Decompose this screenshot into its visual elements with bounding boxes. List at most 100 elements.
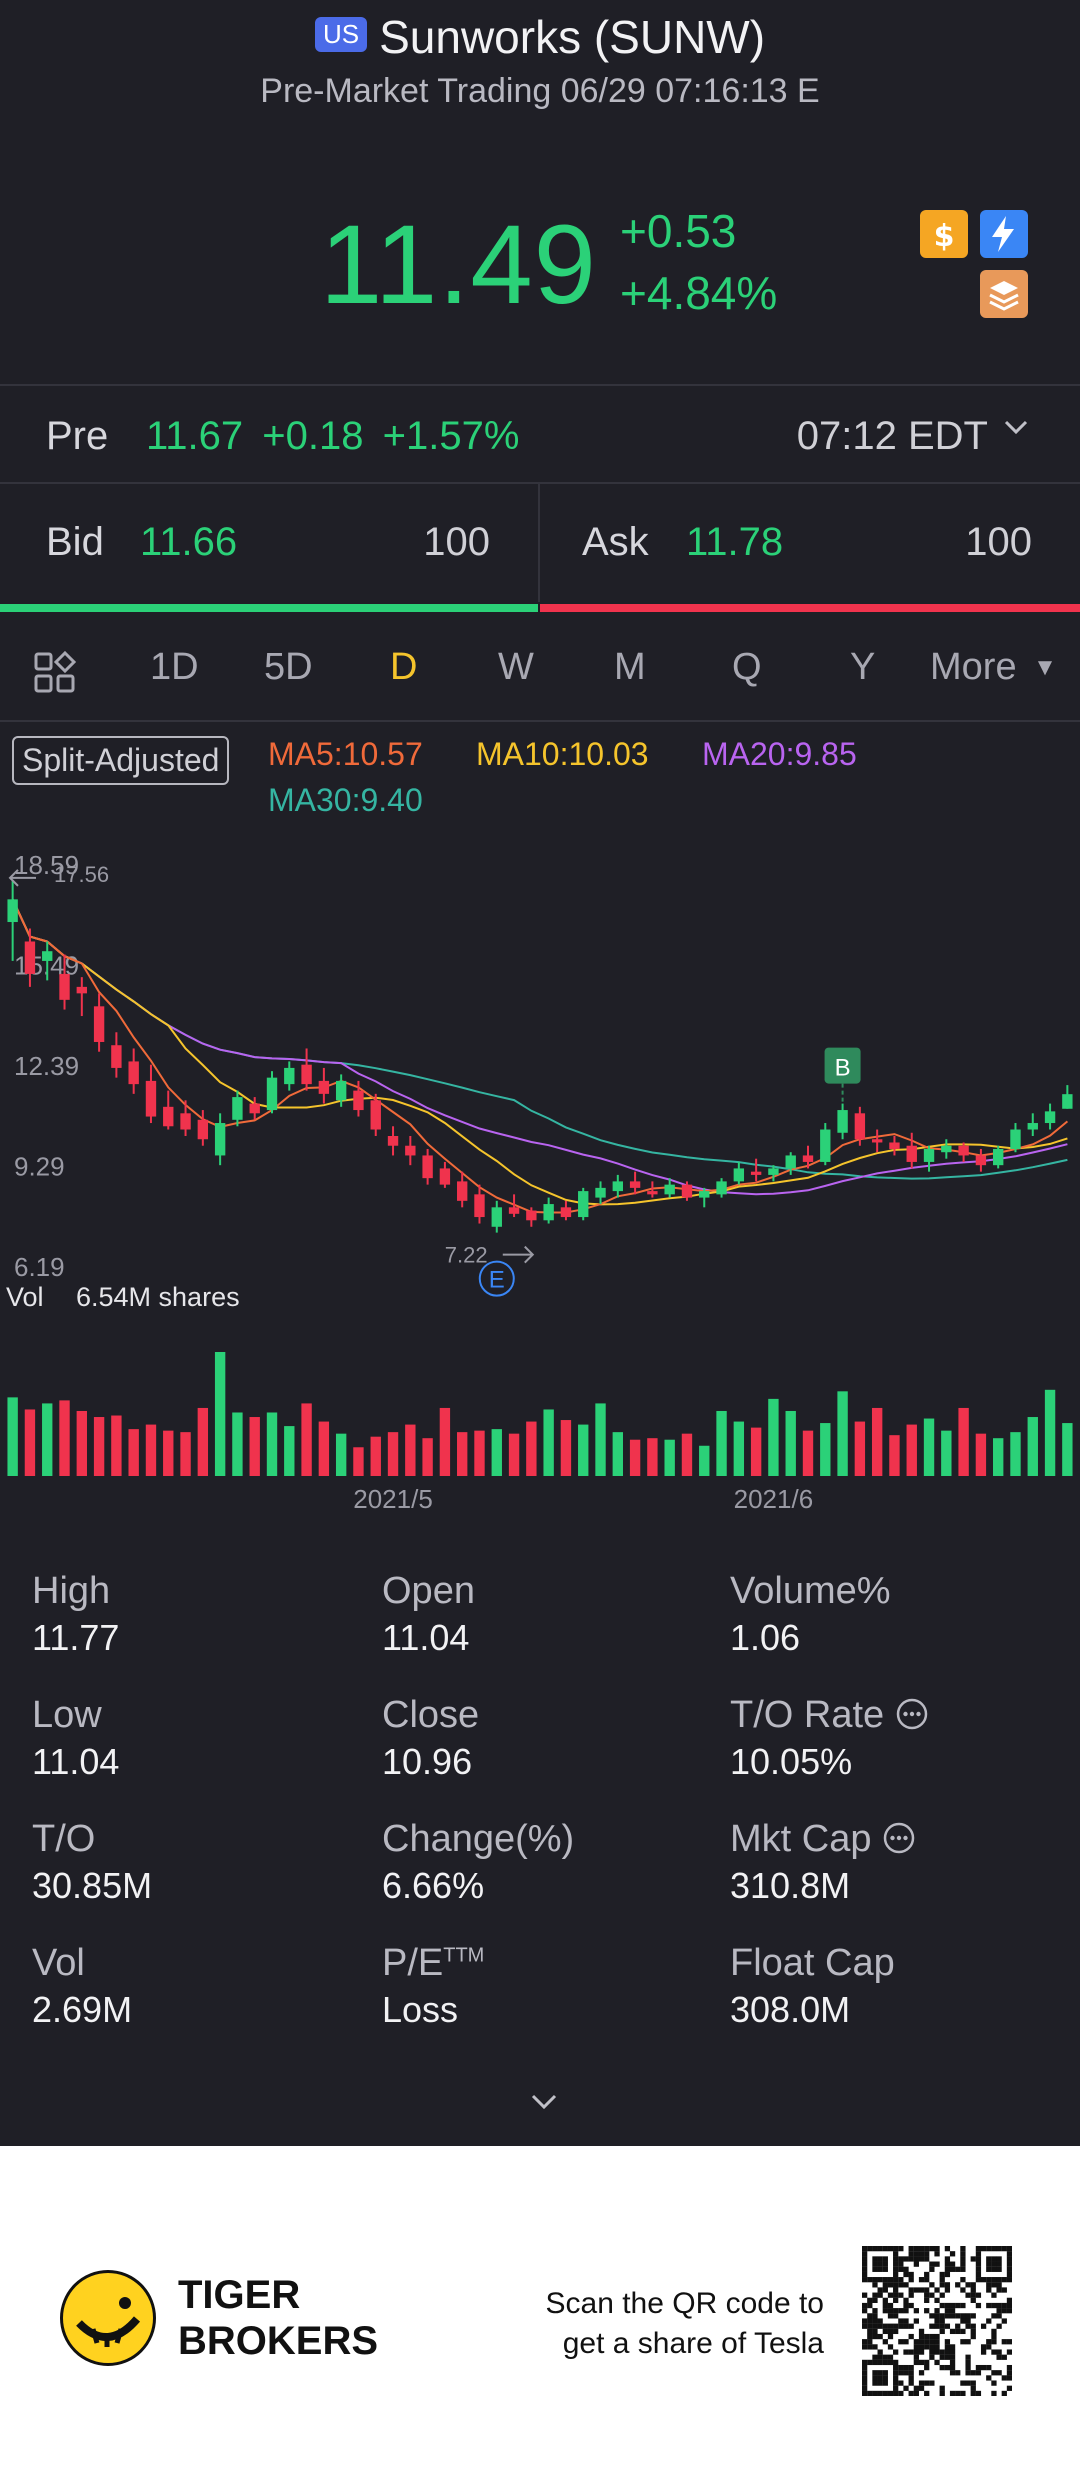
stat-value: 11.04 (382, 1617, 470, 1658)
tab-5d[interactable]: 5D (264, 646, 313, 688)
brand-name: TIGER BROKERS (178, 2272, 378, 2364)
qr-module (924, 2308, 930, 2314)
qr-module (1001, 2339, 1007, 2345)
qr-module (1001, 2390, 1007, 2396)
tab-yearly[interactable]: Y (850, 646, 876, 688)
divider (0, 720, 1080, 722)
split-adjusted-button[interactable]: Split-Adjusted (12, 736, 230, 785)
qr-module (898, 2364, 904, 2371)
qr-module (949, 2354, 956, 2360)
stat-label: Close (382, 1694, 480, 1736)
qr-module (898, 2318, 904, 2324)
price-chart[interactable]: 18.59 15.49 12.39 9.29 6.19 17.56 7.22 E B Vol 6.5… (0, 836, 1080, 1516)
qr-module (862, 2370, 868, 2376)
qr-module (996, 2370, 1002, 2376)
qr-module (862, 2375, 868, 2381)
buy-marker-label: B (835, 1055, 851, 1082)
qr-module (877, 2261, 883, 2267)
qr-module (918, 2380, 925, 2386)
qr-module (934, 2313, 940, 2319)
qr-module (924, 2390, 930, 2396)
expand-stats-chevron-icon[interactable] (528, 2080, 560, 2122)
stack-icon[interactable] (980, 270, 1028, 318)
stock-name: Sunworks (SUNW) (379, 11, 766, 63)
tab-monthly[interactable]: M (614, 646, 646, 688)
qr-module (934, 2297, 940, 2303)
stat-label: P/E (382, 1942, 444, 1984)
stat-label: T/O Rate (730, 1694, 885, 1736)
dollar-icon[interactable]: $ (920, 210, 968, 258)
qr-module (1006, 2271, 1012, 2278)
qr-module (924, 2364, 930, 2371)
volume-bar (24, 1409, 36, 1476)
qr-module (1001, 2354, 1007, 2360)
premarket-price: 11.67 (146, 414, 244, 458)
qr-module (887, 2292, 894, 2298)
y-tick-label: 12.39 (14, 1051, 79, 1081)
lightning-icon[interactable] (980, 210, 1028, 258)
qr-module (913, 2390, 919, 2396)
volume-bar (854, 1421, 866, 1476)
candle-body (612, 1181, 623, 1192)
qr-module (918, 2359, 925, 2366)
qr-module (949, 2364, 956, 2371)
x-tick-label: 2021/5 (353, 1484, 433, 1514)
qr-module (965, 2354, 971, 2360)
qr-module (991, 2256, 997, 2262)
qr-module (877, 2359, 883, 2366)
candle-body (163, 1106, 174, 1127)
tab-weekly[interactable]: W (498, 646, 534, 688)
qr-module (924, 2333, 930, 2340)
qr-module (893, 2292, 899, 2298)
qr-module (882, 2297, 888, 2303)
premarket-label: Pre (46, 414, 109, 458)
volume-bar (59, 1400, 70, 1476)
chevron-down-icon[interactable] (1000, 412, 1032, 452)
tab-daily[interactable]: D (390, 646, 418, 688)
qr-module (934, 2308, 940, 2314)
volume-bar (7, 1397, 18, 1476)
candle-body (664, 1184, 675, 1195)
qr-module (903, 2282, 909, 2288)
qr-module (986, 2339, 992, 2345)
qr-module (965, 2313, 971, 2319)
qr-module (877, 2318, 883, 2324)
qr-module (872, 2297, 878, 2303)
qr-module (862, 2256, 868, 2262)
qr-module (893, 2370, 899, 2376)
volume-bar (612, 1432, 623, 1476)
qr-module (882, 2375, 888, 2381)
volume-bar (716, 1410, 727, 1476)
qr-module (867, 2344, 873, 2350)
candle-body (93, 1006, 105, 1042)
bid-ask-row: Bid 11.66 100 Ask 11.78 100 (0, 484, 1080, 602)
qr-module (862, 2266, 868, 2272)
tab-1d[interactable]: 1D (150, 646, 199, 688)
qr-module (965, 2292, 971, 2298)
y-tick-label: 9.29 (14, 1152, 65, 1182)
qr-module (862, 2364, 868, 2371)
qr-module (908, 2287, 914, 2293)
qr-module (908, 2251, 914, 2257)
qr-module (924, 2339, 930, 2345)
qr-module (934, 2251, 940, 2257)
more-info-icon[interactable] (895, 1694, 929, 1736)
tab-more[interactable]: More ▼ (930, 646, 1057, 689)
volume-bar (975, 1433, 987, 1476)
premarket-row[interactable]: Pre 11.67 +0.18 +1.57% 07:12 EDT (0, 386, 1080, 482)
grid-layout-icon[interactable] (32, 650, 78, 701)
qr-module (893, 2282, 899, 2288)
qr-module (913, 2354, 919, 2360)
qr-module (991, 2266, 997, 2272)
tab-quarterly[interactable]: Q (732, 646, 762, 688)
stat-value: 308.0M (730, 1989, 851, 2030)
qr-module (975, 2266, 982, 2272)
more-info-icon[interactable] (882, 1818, 916, 1860)
volume-label: Vol (6, 1282, 44, 1312)
qr-module (898, 2256, 904, 2262)
qr-module (898, 2261, 904, 2267)
qr-module (934, 2339, 940, 2345)
qr-module (949, 2308, 956, 2314)
candle-body (595, 1187, 606, 1198)
qr-module (1006, 2339, 1012, 2345)
